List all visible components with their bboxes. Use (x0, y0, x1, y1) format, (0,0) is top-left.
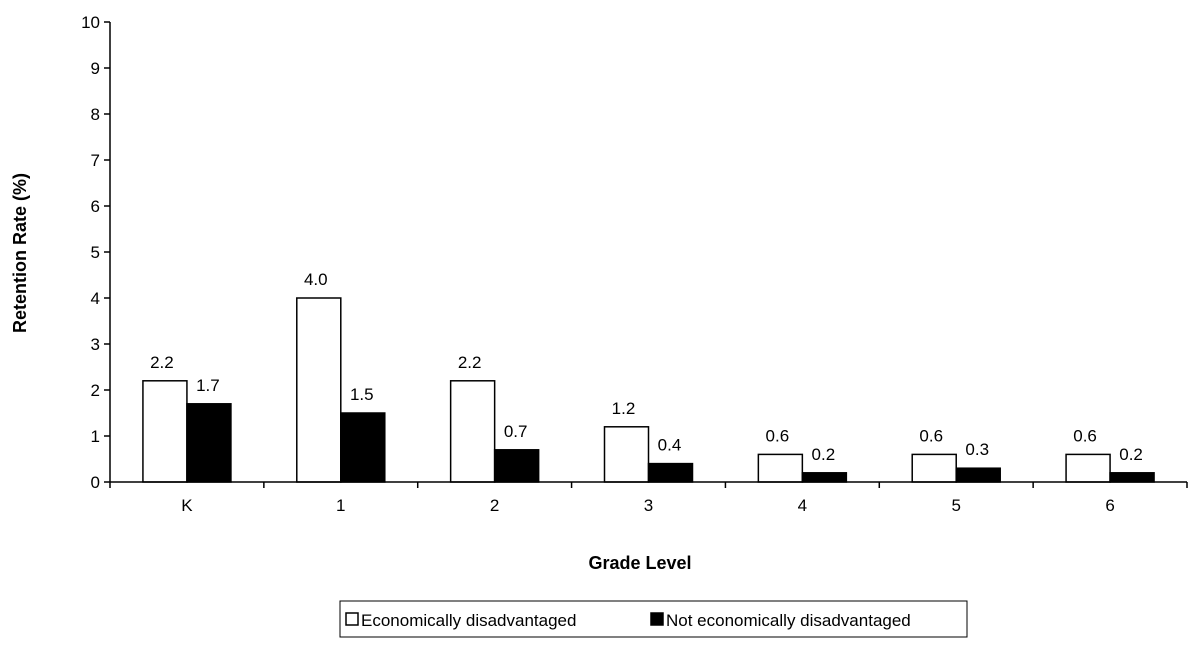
x-tick-label: 6 (1105, 496, 1114, 515)
x-tick-label: 4 (798, 496, 807, 515)
bars (142, 297, 1155, 483)
bar-economically-disadvantaged (1065, 453, 1111, 483)
x-axis-ticks: K 1 2 3 4 5 6 (109, 482, 1188, 515)
data-label: 0.2 (812, 445, 836, 464)
data-label: 0.6 (766, 426, 790, 445)
bar-economically-disadvantaged (142, 380, 188, 483)
legend-label-not-economically-disadvantaged: Not economically disadvantaged (666, 611, 911, 630)
x-axis-title: Grade Level (588, 553, 691, 573)
data-label: 0.7 (504, 422, 528, 441)
data-label: 4.0 (304, 270, 328, 289)
bar-economically-disadvantaged (911, 453, 957, 483)
legend-label-economically-disadvantaged: Economically disadvantaged (361, 611, 576, 630)
data-label: 2.2 (458, 353, 482, 372)
data-label: 0.4 (658, 436, 682, 455)
data-labels: 2.2 1.7 4.0 1.5 2.2 0.7 1.2 0.4 0.6 0.2 0.6 0.3 0.6 0… (150, 270, 1143, 464)
data-label: 1.7 (196, 376, 220, 395)
bar-not-economically-disadvantaged (801, 472, 848, 483)
y-tick-label: 3 (91, 335, 100, 354)
x-tick-label: K (181, 496, 193, 515)
y-tick-label: 9 (91, 59, 100, 78)
y-axis-title: Retention Rate (%) (10, 173, 30, 333)
x-tick-label: 1 (336, 496, 345, 515)
bar-not-economically-disadvantaged (955, 467, 1001, 483)
legend-swatch-not-economically-disadvantaged (650, 612, 664, 626)
data-label: 0.6 (919, 426, 943, 445)
bar-not-economically-disadvantaged (493, 449, 540, 483)
y-tick-label: 2 (91, 381, 100, 400)
legend: Economically disadvantaged Not economica… (339, 600, 968, 638)
bar-economically-disadvantaged (296, 297, 342, 483)
data-label: 0.3 (965, 440, 989, 459)
y-tick-label: 8 (91, 105, 100, 124)
y-tick-label: 10 (81, 13, 100, 32)
data-label: 2.2 (150, 353, 174, 372)
legend-swatch-economically-disadvantaged (345, 612, 359, 626)
y-tick-label: 5 (91, 243, 100, 262)
bar-economically-disadvantaged (757, 453, 804, 483)
y-tick-label: 0 (91, 473, 100, 492)
bar-not-economically-disadvantaged (1109, 472, 1155, 483)
x-tick-label: 5 (951, 496, 960, 515)
bar-not-economically-disadvantaged (340, 412, 386, 483)
x-tick-label: 3 (644, 496, 653, 515)
y-tick-label: 6 (91, 197, 100, 216)
x-tick-label: 2 (490, 496, 499, 515)
data-label: 0.2 (1119, 445, 1143, 464)
bar-not-economically-disadvantaged (186, 403, 232, 483)
data-label: 0.6 (1073, 426, 1097, 445)
y-axis-ticks: 0 1 2 3 4 5 6 7 8 9 10 (81, 13, 110, 492)
y-tick-label: 4 (91, 289, 100, 308)
y-tick-label: 7 (91, 151, 100, 170)
bar-economically-disadvantaged (603, 426, 650, 483)
y-tick-label: 1 (91, 427, 100, 446)
data-label: 1.2 (612, 399, 636, 418)
bar-not-economically-disadvantaged (647, 462, 694, 483)
bar-economically-disadvantaged (449, 380, 496, 483)
data-label: 1.5 (350, 385, 374, 404)
